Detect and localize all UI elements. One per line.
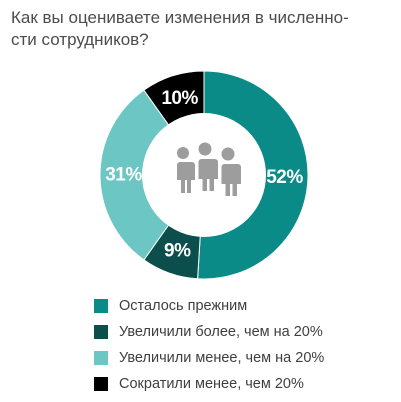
chart-title-line-1: Как вы оцениваете изменения в численно- (11, 8, 349, 27)
legend-swatch (94, 376, 108, 391)
donut-chart: 52% 9% 31% 10% (99, 70, 309, 280)
legend-swatch (94, 350, 108, 365)
legend-swatch (94, 298, 108, 313)
slice-label-unchanged: 52% (266, 167, 303, 188)
legend-swatch (94, 324, 108, 339)
legend-label: Увеличили менее, чем на 20% (119, 349, 325, 366)
legend-item-unchanged: Осталось прежним (94, 296, 324, 315)
people-icon (174, 142, 241, 196)
legend-label: Увеличили более, чем на 20% (119, 323, 323, 340)
slice-label-increased-less: 31% (105, 165, 142, 186)
legend-item-increased-less: Увеличили менее, чем на 20% (94, 348, 324, 367)
legend-label: Сократили менее, чем 20% (119, 375, 304, 392)
chart-title: Как вы оцениваете изменения в численно- … (11, 7, 401, 51)
legend-item-increased-more: Увеличили более, чем на 20% (94, 322, 324, 341)
chart-title-line-2: сти сотрудников? (11, 30, 149, 49)
legend-label: Осталось прежним (119, 297, 248, 314)
chart-legend: Осталось прежним Увеличили более, чем на… (94, 296, 324, 400)
slice-label-increased-more: 9% (164, 240, 191, 261)
slice-label-reduced-less: 10% (161, 88, 198, 109)
legend-item-reduced-less: Сократили менее, чем 20% (94, 374, 324, 393)
